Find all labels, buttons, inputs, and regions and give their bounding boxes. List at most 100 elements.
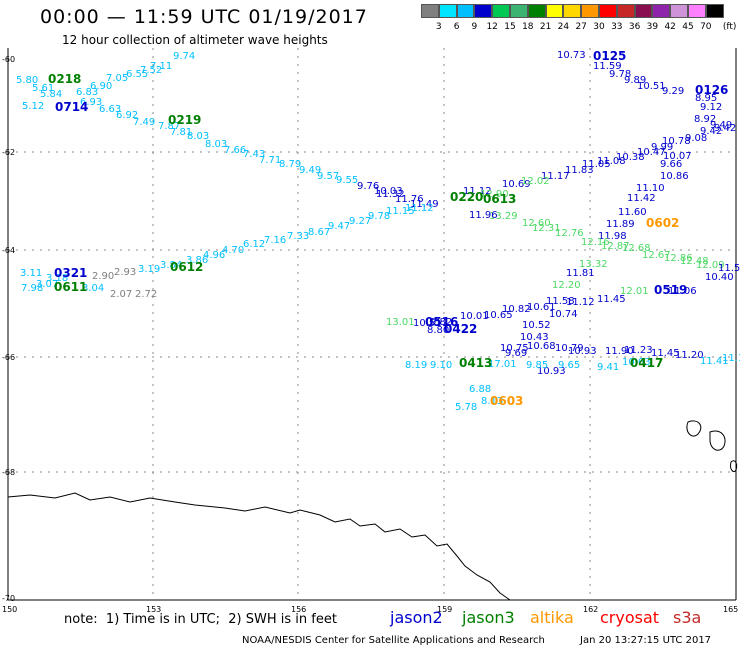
satellite-altika: altika	[530, 608, 574, 627]
wave-height-value: 12.02	[521, 176, 550, 187]
wave-height-value: 11.13	[722, 353, 740, 364]
wave-height-value: 7.98	[21, 283, 44, 294]
wave-height-value: 10.51	[413, 318, 442, 329]
satellite-s3a: s3a	[673, 608, 702, 627]
lat-label: -68	[2, 468, 16, 477]
wave-height-value: 9.78	[368, 211, 391, 222]
wave-height-value: 11.98	[598, 231, 627, 242]
legend-swatch	[581, 4, 599, 18]
wave-height-value: 3.04	[82, 283, 105, 294]
wave-height-value: 10.47	[637, 147, 666, 158]
wave-height-value: 9.65	[558, 360, 581, 371]
legend-swatch	[599, 4, 617, 18]
wave-height-value: 7.81	[170, 127, 193, 138]
wave-height-value: 10.38	[616, 152, 645, 163]
wave-height-value: 10.43	[520, 332, 549, 343]
wave-height-value: 7.43	[243, 149, 266, 160]
wave-height-value: 6.93	[80, 97, 103, 108]
footer-note: note: 1) Time is in UTC; 2) SWH is in fe…	[64, 612, 337, 627]
lon-label: 153	[146, 605, 162, 614]
lon-label: 159	[437, 605, 453, 614]
wave-height-value: 6.83	[76, 87, 99, 98]
wave-height-value: 12.31	[532, 223, 561, 234]
wave-height-value: 10.63	[622, 357, 651, 368]
wave-height-value: 10.51	[637, 81, 666, 92]
legend-swatch	[474, 4, 493, 18]
wave-height-value: 4.70	[222, 245, 245, 256]
wave-height-value: 10.52	[522, 320, 551, 331]
wave-height-value: 11.23	[624, 345, 653, 356]
chart-title: 00:00 — 11:59 UTC 01/19/2017	[40, 6, 368, 28]
wave-height-value: 11.12	[463, 186, 492, 197]
legend-label: 21	[539, 22, 552, 32]
wave-height-value: 11.90	[605, 346, 634, 357]
legend-label: 18	[522, 22, 534, 32]
wave-height-value: 13.29	[489, 211, 518, 222]
wave-height-value: 12.60	[522, 218, 551, 229]
wave-height-value: 11.15	[386, 206, 415, 217]
wave-height-value: 4.96	[203, 250, 226, 261]
legend-swatch	[438, 4, 457, 18]
legend-label: 6	[453, 22, 460, 32]
island-1	[686, 420, 702, 437]
lon-label: 162	[583, 605, 599, 614]
legend-swatch	[634, 4, 653, 18]
wave-height-value: 10.75	[500, 343, 529, 354]
track-time-label: 0612	[170, 260, 204, 274]
wave-height-value: 8.92	[694, 114, 717, 125]
wave-height-value: 8.67	[308, 227, 331, 238]
legend-label: 70	[700, 22, 712, 32]
wave-height-value: 11.10	[636, 183, 665, 194]
wave-height-value: 5.61	[32, 83, 55, 94]
legend-swatch	[616, 4, 635, 18]
wave-height-value: 12.20	[552, 280, 581, 291]
wave-height-value: 6.12	[243, 239, 266, 250]
wave-height-value: 10.82	[502, 304, 531, 315]
wave-height-value: 17.01	[488, 359, 517, 370]
wave-height-value: 12.76	[555, 228, 584, 239]
wave-height-value: 13.01	[386, 317, 415, 328]
wave-height-value: 9.29	[662, 86, 685, 97]
wave-height-value: 3.19	[138, 264, 161, 275]
satellite-cryosat: cryosat	[600, 608, 660, 627]
wave-height-value: 10.93	[537, 366, 566, 377]
island-2	[709, 430, 726, 451]
island-3	[730, 460, 738, 473]
gridlines	[8, 48, 736, 600]
wave-height-value: 9.10	[430, 360, 453, 371]
track-time-label: 0220	[450, 190, 484, 204]
legend-swatch	[492, 4, 510, 18]
wave-height-value: 10.40	[705, 272, 734, 283]
wave-height-value: 12.86	[664, 253, 693, 264]
wave-height-value: 9.49	[299, 165, 322, 176]
legend-swatch	[670, 4, 688, 18]
wave-height-value: 10.86	[660, 171, 689, 182]
wave-height-value: 10.65	[484, 310, 513, 321]
legend-label: 27	[575, 22, 587, 32]
wave-height-value: 11.20	[675, 350, 704, 361]
wave-height-value: 12.67	[642, 250, 671, 261]
legend-label: 15	[504, 22, 516, 32]
track-time-label: 0613	[483, 192, 517, 206]
credit-line: NOAA/NESDIS Center for Satellite Applica…	[242, 635, 545, 646]
wave-height-value: 9.41	[597, 362, 620, 373]
islands	[686, 420, 738, 473]
lat-label: -60	[2, 55, 16, 64]
track-time-label: 0611	[54, 280, 88, 294]
wave-height-value: 10.69	[502, 179, 531, 190]
wave-height-value: 11.05	[582, 159, 611, 170]
track-time-label: 0603	[490, 394, 524, 408]
wave-height-value: 11.45	[597, 294, 626, 305]
satellite-jason2: jason2	[390, 608, 443, 627]
wave-height-value: 11.45	[651, 348, 680, 359]
track-time-label: 0516	[425, 315, 459, 329]
legend-label: 3	[435, 22, 442, 32]
wave-height-value: 7.66	[224, 145, 247, 156]
legend-swatch	[545, 4, 564, 18]
wave-height-value: 9.42	[700, 126, 723, 137]
wave-height-value: 10.78	[662, 136, 691, 147]
track-time-label: 0602	[646, 216, 680, 230]
wave-height-value: 10.93	[568, 346, 597, 357]
lon-label: 156	[291, 605, 307, 614]
